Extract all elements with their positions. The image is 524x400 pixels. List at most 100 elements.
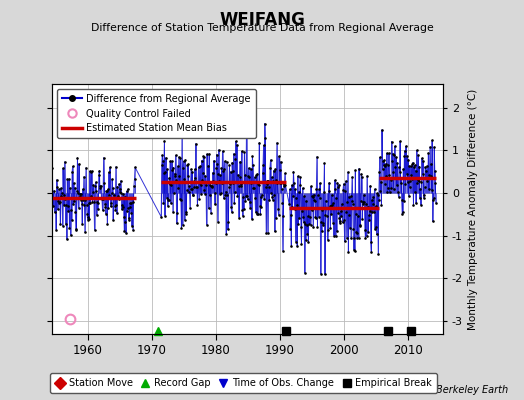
Point	[418, 155, 426, 161]
Point	[416, 186, 424, 192]
Point	[275, 153, 283, 160]
Point	[171, 152, 180, 158]
Point	[64, 202, 72, 209]
Point	[218, 179, 226, 186]
Point	[363, 173, 371, 179]
Point	[121, 193, 129, 200]
Point	[247, 180, 256, 187]
Point	[418, 170, 427, 177]
Point	[181, 156, 189, 163]
Point	[169, 208, 177, 215]
Point	[59, 192, 68, 198]
Point	[417, 179, 425, 185]
Point	[263, 178, 271, 184]
Point	[232, 179, 241, 185]
Point	[111, 203, 119, 209]
Point	[346, 225, 354, 231]
Point	[214, 218, 222, 225]
Point	[301, 220, 309, 227]
Point	[371, 226, 379, 232]
Point	[318, 207, 326, 214]
Point	[118, 204, 127, 211]
Point	[364, 229, 373, 235]
Point	[211, 180, 220, 186]
Point	[324, 188, 333, 194]
Point	[110, 192, 118, 198]
Point	[103, 221, 112, 227]
Point	[99, 196, 107, 202]
Point	[415, 163, 423, 170]
Point	[349, 225, 357, 232]
Point	[210, 190, 219, 196]
Point	[86, 193, 95, 199]
Point	[296, 181, 304, 188]
Point	[105, 192, 114, 198]
Point	[240, 149, 248, 156]
Point	[388, 158, 396, 164]
Point	[410, 164, 418, 170]
Point	[410, 162, 419, 168]
Point	[376, 154, 384, 161]
Point	[256, 203, 264, 209]
Point	[84, 214, 92, 220]
Point	[315, 186, 323, 193]
Point	[366, 182, 375, 189]
Point	[66, 224, 74, 231]
Point	[338, 201, 346, 208]
Point	[76, 193, 84, 200]
Point	[288, 204, 297, 210]
Point	[117, 206, 126, 212]
Point	[202, 182, 210, 188]
Point	[161, 212, 169, 219]
Point	[53, 206, 62, 212]
Point	[409, 202, 418, 208]
Point	[160, 138, 169, 144]
Point	[336, 218, 345, 224]
Point	[395, 194, 403, 200]
Point	[406, 177, 414, 184]
Point	[308, 192, 316, 199]
Point	[253, 170, 261, 177]
Point	[68, 169, 77, 175]
Point	[242, 193, 250, 199]
Point	[301, 237, 310, 244]
Point	[305, 221, 314, 227]
Point	[61, 196, 69, 202]
Point	[112, 202, 121, 208]
Point	[119, 214, 128, 221]
Point	[352, 229, 361, 236]
Point	[83, 211, 91, 217]
Point	[129, 227, 137, 234]
Point	[234, 172, 242, 178]
Point	[226, 181, 234, 188]
Point	[379, 158, 387, 164]
Point	[165, 197, 173, 204]
Point	[114, 192, 122, 199]
Point	[52, 226, 60, 233]
Point	[402, 143, 410, 149]
Point	[72, 227, 81, 234]
Point	[225, 162, 234, 168]
Point	[182, 187, 191, 194]
Point	[387, 184, 395, 191]
Point	[382, 173, 390, 180]
Point	[373, 231, 381, 238]
Point	[195, 180, 204, 186]
Point	[265, 184, 273, 190]
Point	[391, 164, 399, 170]
Point	[52, 177, 61, 183]
Point	[270, 192, 278, 198]
Point	[354, 213, 362, 219]
Point	[176, 196, 184, 202]
Point	[221, 192, 230, 198]
Point	[71, 208, 80, 215]
Point	[210, 158, 218, 164]
Point	[396, 138, 405, 144]
Point	[380, 157, 388, 163]
Point	[252, 172, 260, 178]
Point	[268, 196, 277, 203]
Point	[393, 160, 401, 166]
Point	[334, 184, 342, 190]
Point	[366, 208, 374, 214]
Point	[311, 197, 319, 204]
